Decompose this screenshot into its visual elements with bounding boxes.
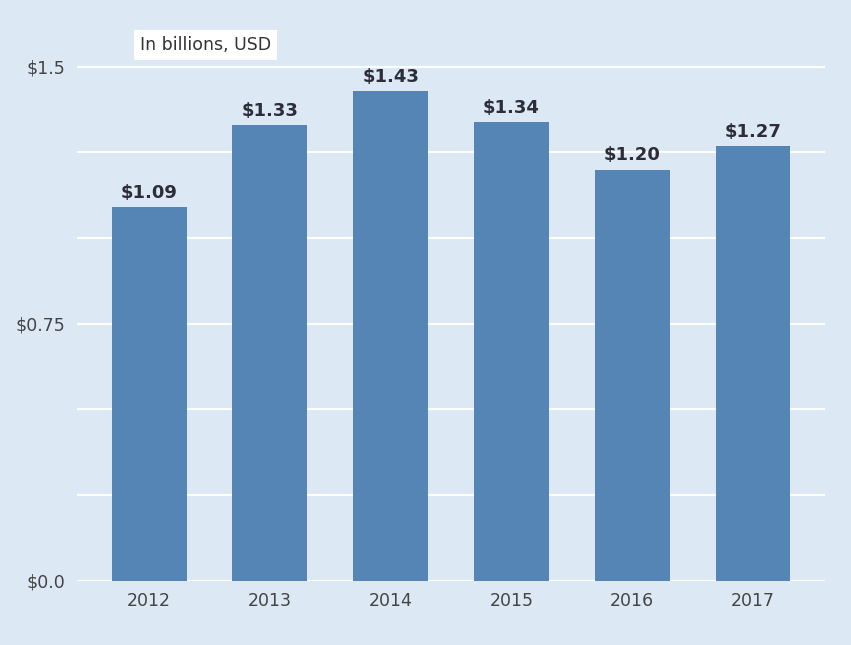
- Bar: [595, 170, 670, 580]
- Bar: [716, 146, 791, 580]
- Bar: [474, 122, 549, 580]
- Bar: [111, 207, 186, 580]
- Text: $1.33: $1.33: [242, 102, 299, 120]
- Text: $1.34: $1.34: [483, 99, 540, 117]
- Text: In billions, USD: In billions, USD: [140, 36, 271, 54]
- Text: $1.20: $1.20: [603, 146, 660, 164]
- Text: $1.27: $1.27: [724, 123, 781, 141]
- Text: $1.09: $1.09: [121, 184, 178, 202]
- Text: $1.43: $1.43: [363, 68, 419, 86]
- Bar: [232, 125, 307, 580]
- Bar: [353, 91, 428, 580]
